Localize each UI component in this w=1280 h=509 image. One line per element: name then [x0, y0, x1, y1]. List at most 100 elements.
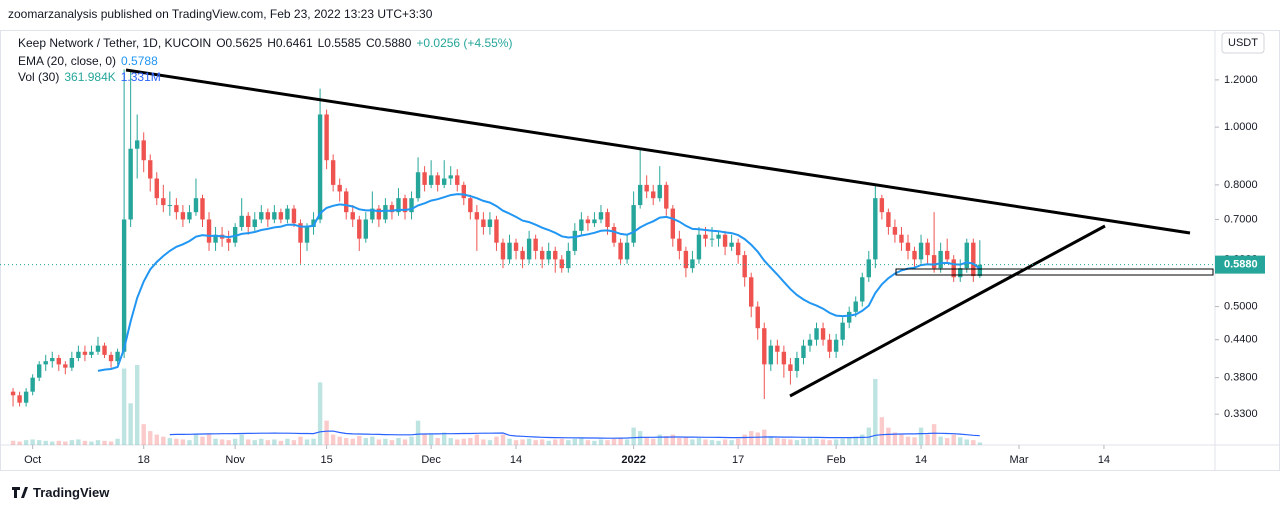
volume-bar: [958, 437, 963, 445]
candle-body: [546, 250, 551, 260]
candle-body: [958, 268, 963, 278]
candle-body: [892, 226, 898, 235]
candle-body: [729, 242, 734, 247]
open: O0.5625: [216, 36, 263, 50]
volume-bar: [899, 434, 904, 445]
volume-bar: [873, 378, 878, 445]
candle-body: [252, 219, 257, 227]
volume-bar: [931, 424, 937, 445]
volume-bar: [520, 439, 525, 445]
candle-body: [128, 148, 133, 220]
candle-body: [141, 140, 146, 161]
candle-body: [285, 208, 290, 220]
volume-bar: [121, 368, 127, 445]
volume-bar: [500, 434, 506, 445]
candle-body: [383, 205, 388, 220]
candle-body: [396, 198, 401, 213]
volume-bar: [977, 442, 983, 445]
volume-bar: [389, 440, 395, 445]
last-price-label: 0.5880: [1224, 259, 1258, 271]
candle-body: [115, 351, 120, 362]
candle-body: [376, 208, 382, 220]
candle-body: [513, 242, 519, 251]
volume-bar: [840, 438, 845, 445]
candle-body: [526, 238, 532, 260]
candle-body: [624, 242, 630, 260]
volume-bar: [50, 441, 55, 445]
candle-body: [742, 255, 747, 278]
candle-body: [598, 212, 604, 220]
candle-body: [696, 234, 702, 260]
candle-body: [174, 205, 179, 213]
volume-bar: [768, 436, 774, 445]
change: +0.0256 (+4.55%): [416, 36, 513, 50]
x-tick-label: 14: [915, 454, 927, 466]
candle-body: [801, 345, 806, 358]
volume-bar: [964, 439, 969, 445]
volume-bar: [82, 440, 88, 445]
volume-bar: [539, 439, 545, 445]
volume-bar: [651, 438, 656, 445]
volume-bar: [788, 439, 793, 445]
volume-bar: [579, 438, 584, 445]
candle-body: [971, 242, 976, 277]
candle-body: [605, 212, 610, 227]
volume-bar: [376, 439, 382, 445]
vol-value: 361.984K: [64, 70, 116, 84]
volume-bar: [729, 440, 734, 445]
candle-body: [239, 215, 244, 227]
volume-bar: [657, 434, 662, 445]
candle-body: [161, 198, 166, 206]
candle-body: [330, 160, 336, 185]
candle-body: [683, 250, 689, 269]
volume-bar: [637, 431, 643, 445]
candle-body: [265, 212, 271, 220]
volume-bar: [533, 440, 538, 445]
candle-body: [10, 391, 16, 396]
volume-bar: [95, 440, 101, 445]
candle-body: [23, 391, 29, 403]
volume-bar: [833, 439, 839, 445]
x-tick-label: Oct: [24, 454, 41, 466]
trendline: [789, 224, 1106, 398]
candle-body: [912, 250, 917, 260]
candle-body: [918, 242, 924, 260]
candle-body: [69, 357, 75, 368]
candle-body: [148, 160, 153, 179]
y-tick-label: 0.7000: [1224, 213, 1258, 225]
volume-bar: [252, 440, 257, 445]
volume-bar: [370, 436, 375, 445]
volume-bar: [592, 440, 597, 445]
volume-bar: [23, 440, 29, 445]
candle-body: [50, 357, 55, 362]
candle-body: [272, 212, 277, 220]
volume-bar: [324, 420, 329, 445]
volume-bar: [441, 432, 447, 445]
ema-name: EMA (20, close, 0): [18, 54, 117, 68]
candle-body: [944, 250, 950, 260]
close: C0.5880: [366, 36, 412, 50]
currency-box[interactable]: [1221, 32, 1265, 54]
volume-bar: [507, 438, 512, 445]
volume-bar: [971, 440, 976, 445]
candle-body: [474, 212, 480, 220]
volume-bar: [17, 441, 22, 445]
volume-bar: [853, 436, 858, 445]
candle-body: [611, 226, 617, 243]
volume-bar: [291, 440, 297, 445]
candle-body: [873, 198, 878, 260]
volume-bar: [134, 365, 140, 445]
candle-body: [833, 339, 839, 352]
volume-bar: [43, 440, 48, 445]
candle-body: [677, 238, 682, 251]
axes: 1.20001.00000.80000.70000.60000.50000.44…: [0, 74, 1265, 466]
chart-frame: [0, 30, 1280, 471]
volume-bar: [304, 439, 310, 445]
candle-body: [846, 311, 852, 323]
volume-bar: [259, 438, 264, 445]
x-tick-label: Mar: [1010, 454, 1029, 466]
vol-name: Vol (30): [18, 70, 60, 84]
candle-body: [441, 178, 447, 185]
candle-body: [703, 234, 708, 239]
volume-bar: [167, 438, 173, 445]
